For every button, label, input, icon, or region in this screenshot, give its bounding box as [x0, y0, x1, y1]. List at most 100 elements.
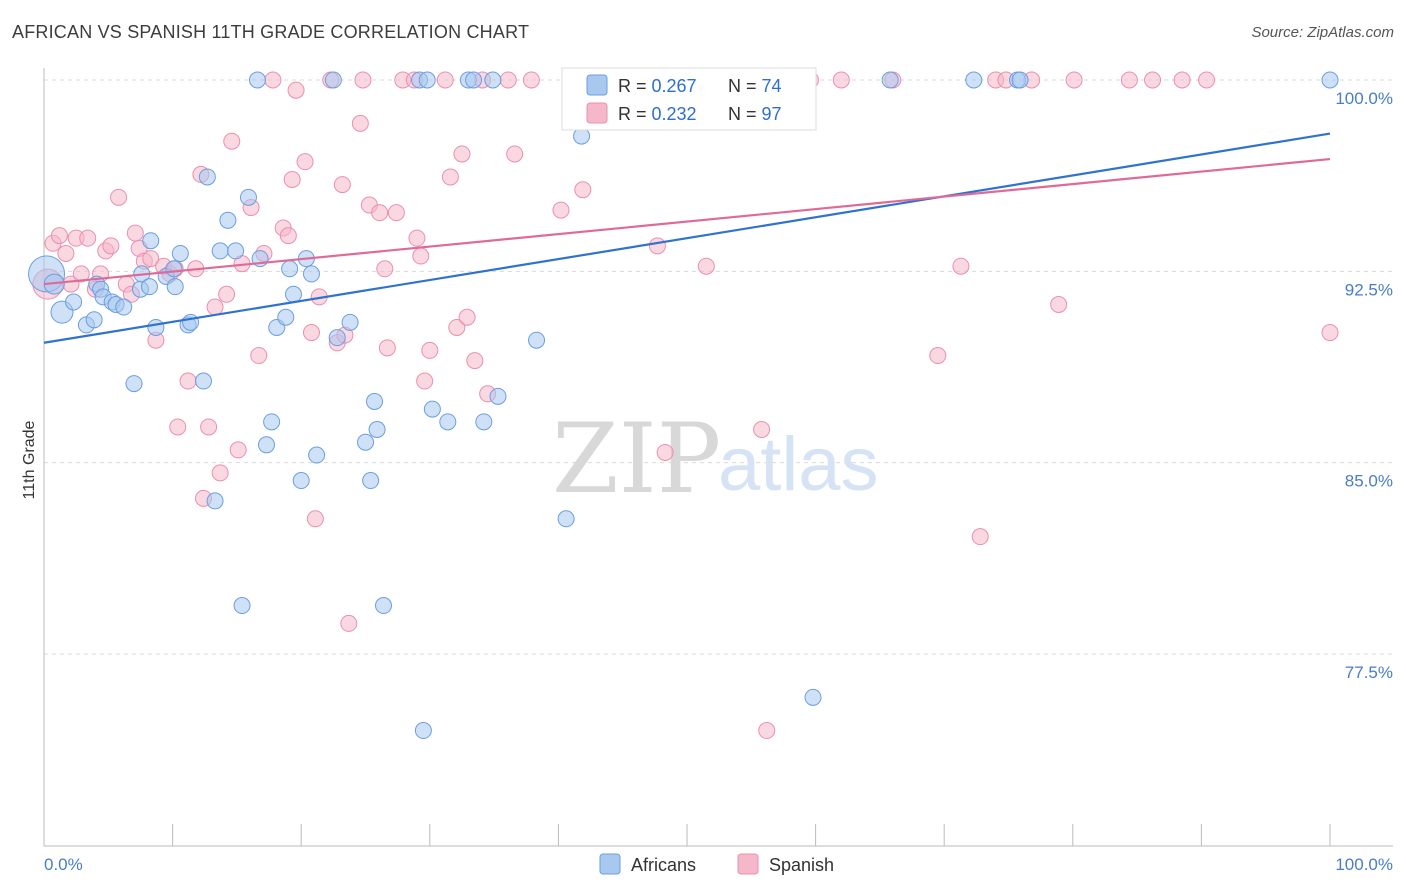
africans-point-25: [198, 168, 216, 186]
spanish-point-61: [408, 229, 426, 247]
africans-point-37: [277, 308, 295, 326]
spanish-point-15: [126, 224, 144, 242]
spanish-point-89: [832, 71, 850, 89]
legend-africans-swatch: [586, 74, 608, 96]
spanish-point-51: [340, 614, 358, 632]
spanish-point-33: [229, 441, 247, 459]
africans-point-20: [166, 278, 184, 296]
spanish-point-28: [200, 418, 218, 436]
africans-point-11: [115, 298, 133, 316]
africans-point-53: [414, 722, 432, 740]
chart-title: AFRICAN VS SPANISH 11TH GRADE CORRELATIO…: [12, 22, 530, 42]
spanish-point-92: [952, 257, 970, 275]
africans-point-60: [484, 71, 502, 89]
spanish-point-36: [250, 347, 268, 365]
spanish-point-38: [264, 71, 282, 89]
africans-point-30: [233, 597, 251, 615]
spanish-point-86: [753, 421, 771, 439]
spanish-point-44: [302, 324, 320, 342]
africans-point-59: [475, 413, 493, 431]
spanish-point-75: [522, 71, 540, 89]
africans-point-16: [142, 232, 160, 250]
africans-point-19: [165, 260, 183, 278]
y-tick-labels: 77.5% 85.0% 92.5% 100.0%: [1335, 89, 1393, 682]
africans-point-56: [439, 413, 457, 431]
africans-point-55: [423, 400, 441, 418]
africans-point-72: [1321, 71, 1339, 89]
spanish-point-55: [371, 204, 389, 222]
spanish-point-12: [110, 188, 128, 206]
spanish-point-93: [971, 528, 989, 546]
spanish-point-53: [354, 71, 372, 89]
spanish-point-102: [1198, 71, 1216, 89]
spanish-point-42: [287, 81, 305, 99]
africans-point-45: [328, 329, 346, 347]
spanish-point-32: [223, 132, 241, 150]
africans-point-43: [308, 446, 326, 464]
legend-spanish-r: R = 0.232: [618, 104, 697, 124]
africans-point-50: [368, 421, 386, 439]
africans-point-12: [125, 375, 143, 393]
spanish-point-18: [142, 250, 160, 268]
africans-point-54: [418, 71, 436, 89]
spanish-point-65: [436, 71, 454, 89]
africans-point-3: [65, 293, 83, 311]
spanish-point-83: [697, 257, 715, 275]
y-tick-label-0: 77.5%: [1345, 663, 1393, 682]
africans-point-44: [324, 71, 342, 89]
spanish-point-43: [296, 153, 314, 171]
spanish-point-69: [458, 308, 476, 326]
africans-point-17: [147, 318, 165, 336]
spanish-point-87: [758, 722, 776, 740]
grid-lines: [44, 79, 1393, 655]
spanish-point-66: [441, 168, 459, 186]
spanish-point-2: [50, 227, 68, 245]
legend: R = 0.267 N = 74 R = 0.232 N = 97: [561, 67, 817, 131]
y-tick-label-3: 100.0%: [1335, 89, 1393, 108]
africans-point-49: [366, 392, 384, 410]
africans-point-63: [557, 510, 575, 528]
africans-point-39: [284, 285, 302, 303]
axes: [43, 68, 1393, 847]
spanish-point-91: [929, 347, 947, 365]
spanish-points: [32, 71, 1339, 740]
africans-point-24: [194, 372, 212, 390]
series-legend-africans: Africans: [631, 855, 696, 875]
y-tick-label-2: 92.5%: [1345, 280, 1393, 299]
legend-africans-n: N = 74: [728, 76, 782, 96]
spanish-point-7: [79, 229, 97, 247]
spanish-point-103: [1321, 324, 1339, 342]
spanish-point-3: [57, 244, 75, 262]
africans-point-67: [804, 688, 822, 706]
spanish-point-56: [376, 260, 394, 278]
y-axis-label: 11th Grade: [21, 420, 38, 499]
africans-point-27: [211, 242, 229, 260]
spanish-point-31: [218, 285, 236, 303]
legend-spanish-n: N = 97: [728, 104, 782, 124]
africans-point-62: [528, 331, 546, 349]
spanish-point-23: [169, 418, 187, 436]
watermark-atlas: atlas: [718, 422, 879, 507]
series-legend-spanish-swatch: [737, 853, 759, 875]
spanish-point-63: [416, 372, 434, 390]
spanish-point-74: [506, 145, 524, 163]
series-legend-africans-swatch: [599, 853, 621, 875]
x-tick-max: 100.0%: [1335, 855, 1393, 874]
spanish-point-67: [448, 318, 466, 336]
spanish-point-45: [306, 510, 324, 528]
x-tick-min: 0.0%: [44, 855, 83, 874]
series-legend: Africans Spanish: [599, 853, 834, 875]
africans-point-42: [302, 265, 320, 283]
africans-point-48: [362, 472, 380, 490]
africans-point-64: [573, 127, 591, 145]
spanish-point-30: [211, 464, 229, 482]
spanish-point-98: [1065, 71, 1083, 89]
spanish-point-82: [656, 443, 674, 461]
spanish-point-57: [378, 339, 396, 357]
africans-point-46: [341, 313, 359, 331]
africans-point-28: [219, 211, 237, 229]
africans-point-47: [357, 433, 374, 451]
africans-point-29: [227, 242, 245, 260]
trend-lines: [43, 132, 1331, 344]
spanish-point-81: [648, 237, 666, 255]
